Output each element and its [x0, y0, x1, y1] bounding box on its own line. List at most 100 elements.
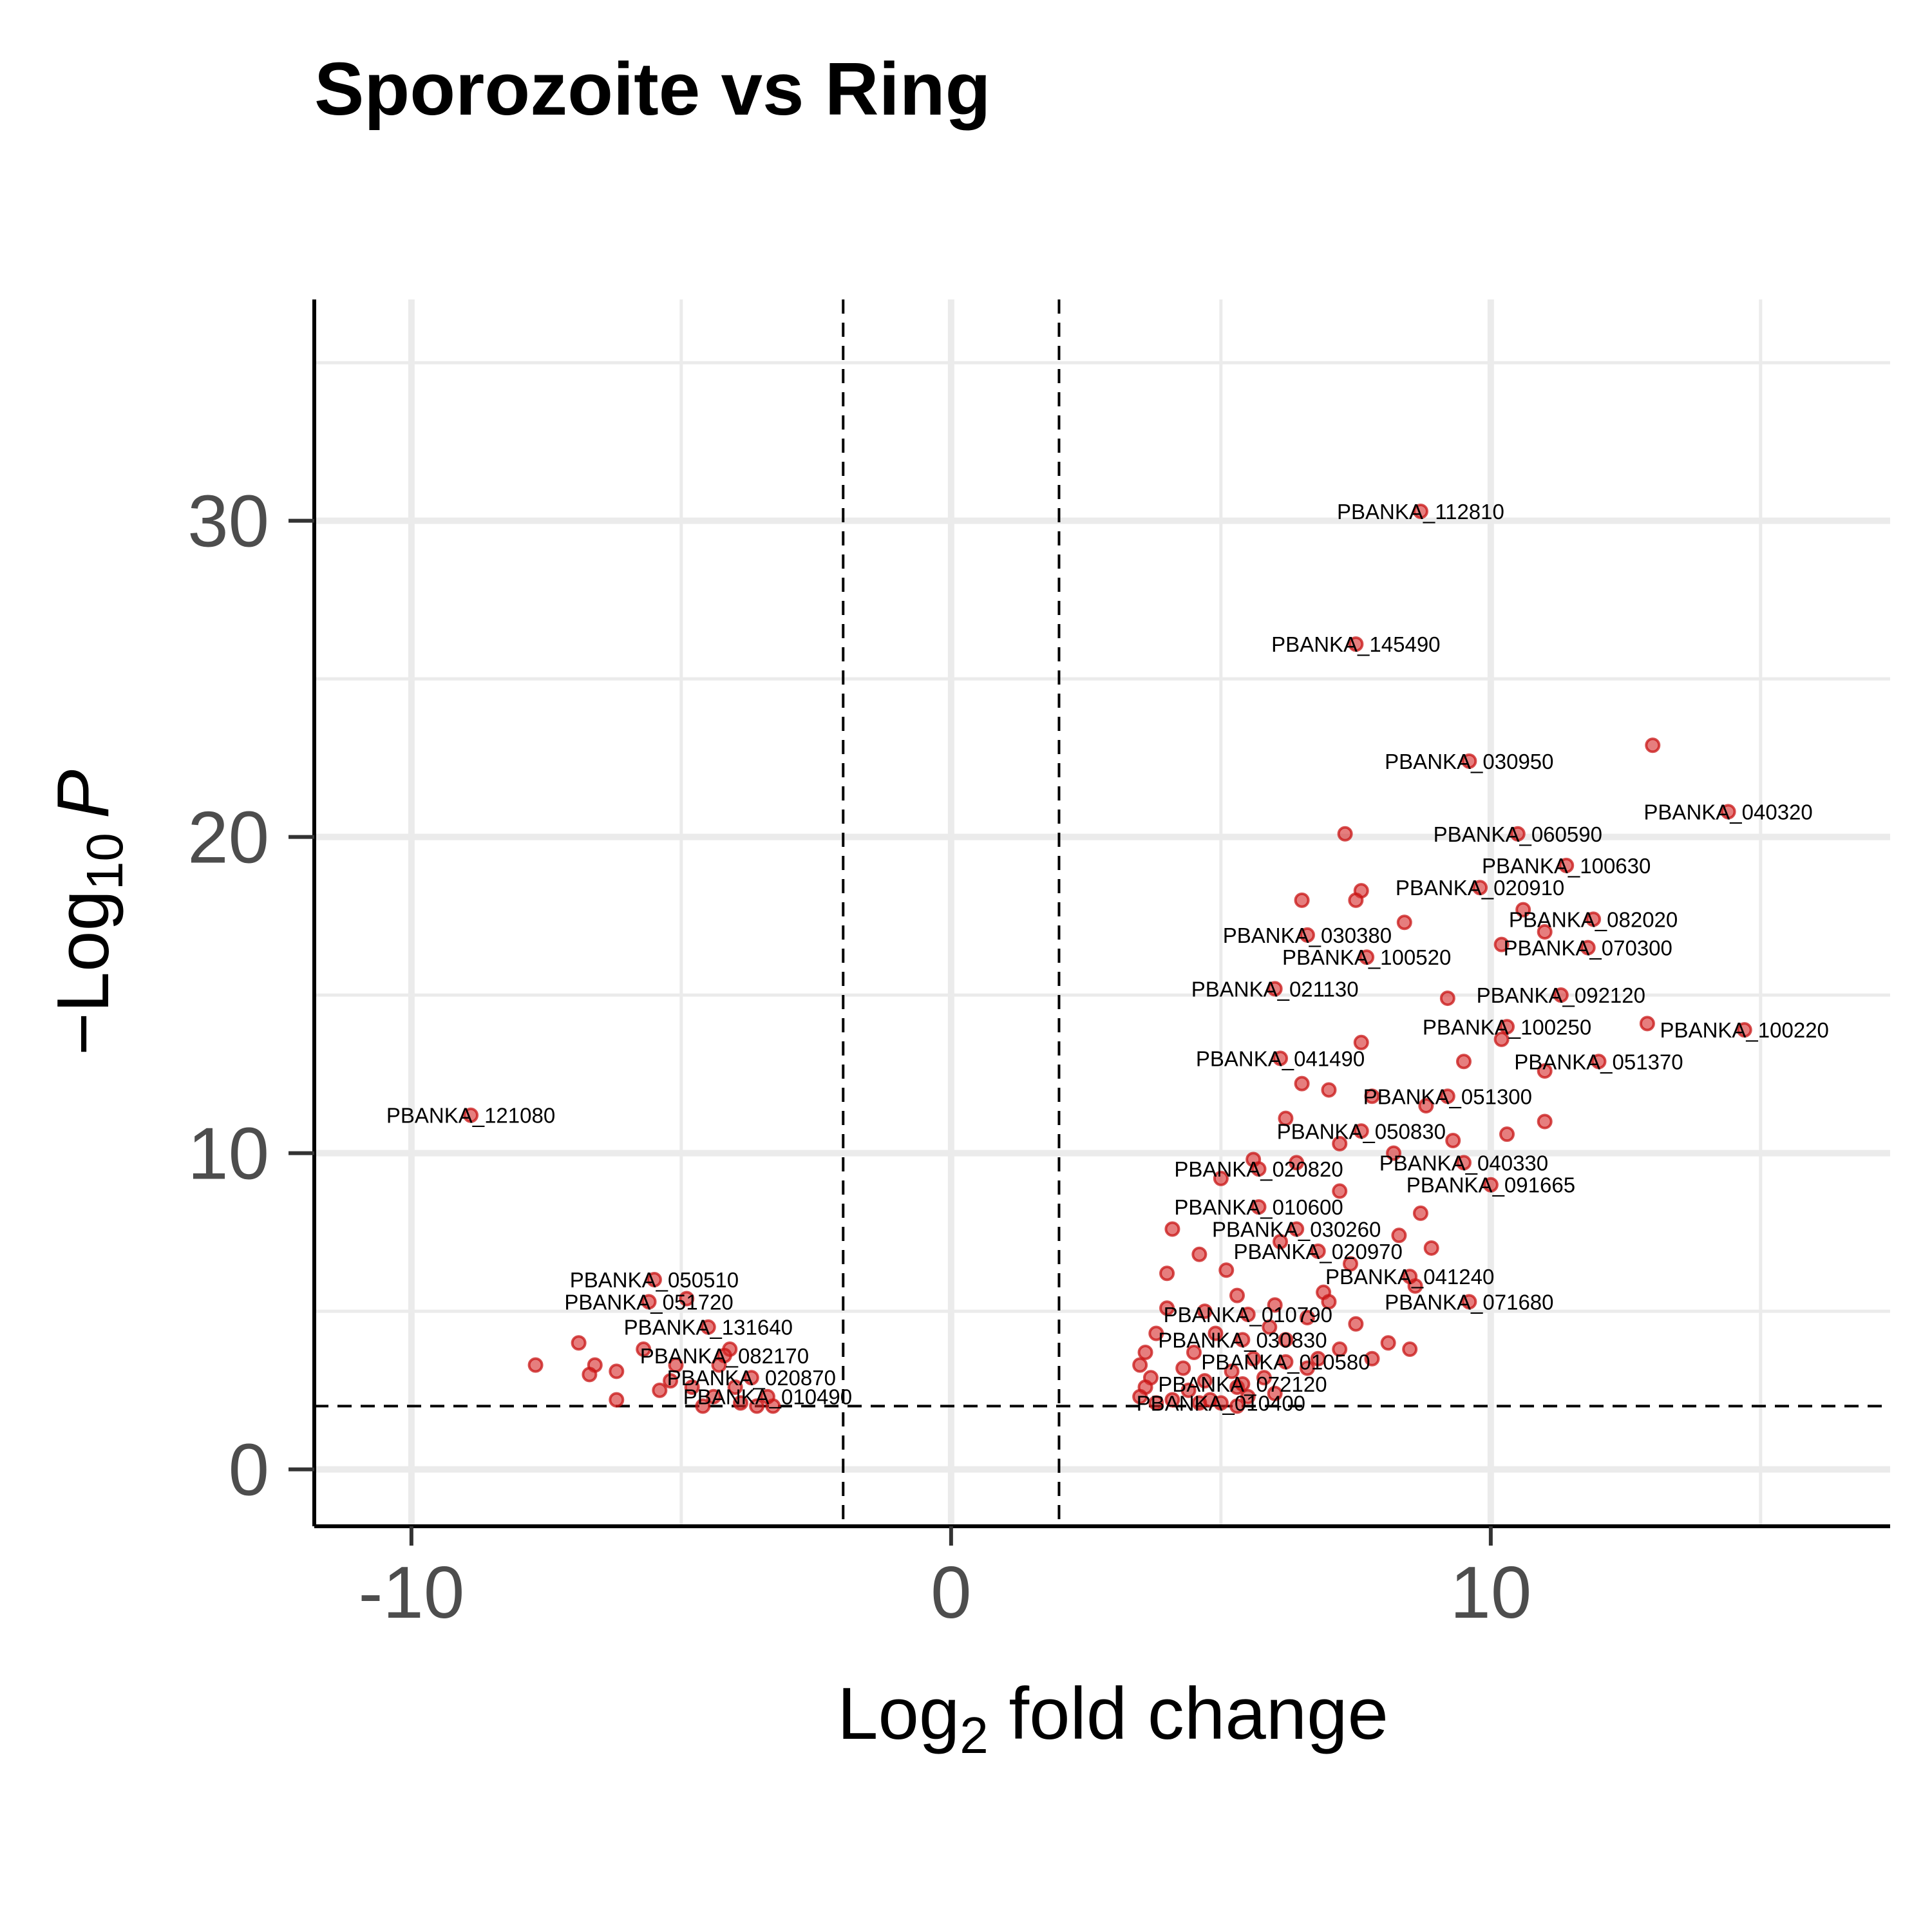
data-point — [1493, 1031, 1510, 1047]
data-point — [1164, 1221, 1180, 1237]
data-point — [1412, 1205, 1428, 1221]
labeled-data-point — [716, 1347, 732, 1363]
x-axis-title: Log2 fold change — [837, 1673, 1388, 1764]
labeled-data-point — [463, 1107, 479, 1123]
data-point — [733, 1395, 749, 1411]
data-point — [1423, 1240, 1439, 1256]
data-point — [1208, 1325, 1224, 1341]
data-point — [652, 1382, 668, 1398]
labeled-data-point — [1251, 1199, 1267, 1215]
point-label: PBANKA_051720 — [564, 1290, 733, 1314]
point-label: PBANKA_091665 — [1406, 1173, 1575, 1197]
labeled-data-point — [641, 1294, 657, 1310]
labeled-data-point — [1591, 1054, 1607, 1070]
data-point — [1175, 1360, 1191, 1376]
data-point — [695, 1398, 711, 1414]
data-point — [1186, 1344, 1202, 1360]
labeled-data-point — [1235, 1376, 1251, 1392]
labeled-data-point — [1402, 1269, 1418, 1285]
point-label: PBANKA_010580 — [1201, 1350, 1370, 1374]
data-point — [1332, 1183, 1348, 1199]
axis-ticks: -10 0 10 0 10 20 30 — [187, 481, 1531, 1634]
data-point — [1197, 1373, 1213, 1389]
point-label: PBANKA_020970 — [1234, 1240, 1403, 1264]
data-point — [1380, 1335, 1396, 1351]
labeled-data-point — [1586, 911, 1602, 927]
data-point — [1294, 892, 1310, 908]
point-label: PBANKA_112810 — [1337, 500, 1504, 524]
labeled-data-point — [1412, 503, 1428, 519]
point-label: PBANKA_030260 — [1212, 1217, 1381, 1241]
data-point — [1493, 936, 1510, 952]
data-point — [1148, 1325, 1164, 1341]
labeled-data-point — [1461, 753, 1477, 769]
point-label: PBANKA_030830 — [1158, 1328, 1327, 1352]
x-tick-label: 10 — [1450, 1552, 1531, 1634]
data-point — [706, 1388, 722, 1405]
y-tick-label: 10 — [187, 1113, 269, 1195]
data-point — [1396, 914, 1412, 931]
point-label: PBANKA_051300 — [1363, 1084, 1532, 1108]
data-point — [727, 1379, 743, 1395]
point-label: PBANKA_020870 — [667, 1366, 836, 1390]
point-label: PBANKA_060590 — [1434, 822, 1602, 846]
labeled-data-point — [1299, 927, 1315, 943]
threshold-lines — [314, 299, 1890, 1526]
labeled-data-point — [1461, 1294, 1477, 1310]
labeled-data-point — [1720, 804, 1736, 820]
data-point — [1267, 1385, 1283, 1401]
data-point — [1229, 1287, 1245, 1303]
chart-title: Sporozoite vs Ring — [314, 47, 991, 131]
x-tick-label: -10 — [358, 1552, 464, 1634]
point-label: PBANKA_040320 — [1643, 800, 1812, 824]
data-point — [609, 1363, 625, 1379]
labeled-data-point — [646, 1272, 662, 1288]
data-point — [1289, 1155, 1305, 1171]
data-point — [1164, 1392, 1180, 1408]
y-tick-label: 20 — [187, 797, 269, 879]
data-point — [609, 1392, 625, 1408]
data-point — [1391, 1227, 1407, 1244]
point-label: PBANKA_050830 — [1277, 1119, 1446, 1143]
labeled-data-point — [1553, 987, 1569, 1003]
data-point — [1537, 923, 1553, 940]
point-label: PBANKA_050510 — [570, 1268, 739, 1292]
data-point — [1197, 1303, 1213, 1320]
point-labels: PBANKA_112810 PBANKA_145490 PBANKA_030950 P… — [386, 500, 1829, 1416]
data-point — [1645, 737, 1661, 753]
data-point — [1191, 1395, 1208, 1411]
point-label: PBANKA_100220 — [1660, 1018, 1829, 1042]
y-tick-label: 0 — [229, 1430, 269, 1511]
labeled-data-point — [1359, 949, 1375, 965]
data-point — [1299, 1309, 1315, 1325]
data-point — [1537, 1113, 1553, 1130]
labeled-data-point — [1499, 1019, 1515, 1035]
point-label: PBANKA_010400 — [1137, 1392, 1305, 1416]
labeled-data-point — [1273, 1050, 1289, 1066]
data-point — [1267, 1297, 1283, 1313]
labeled-data-point — [700, 1319, 716, 1335]
labeled-data-point — [1455, 1155, 1472, 1171]
point-label: PBANKA_040330 — [1379, 1151, 1548, 1175]
data-point — [1418, 1097, 1434, 1113]
data-point — [684, 1379, 700, 1395]
data-point — [1137, 1344, 1153, 1360]
data-point — [527, 1357, 544, 1373]
point-label: PBANKA_100250 — [1423, 1015, 1591, 1039]
data-point — [1159, 1300, 1175, 1316]
data-point — [1321, 1294, 1337, 1310]
point-label: PBANKA_070300 — [1504, 936, 1672, 960]
data-point — [1402, 1341, 1418, 1358]
labeled-data-point — [1240, 1307, 1256, 1323]
data-point — [1364, 1088, 1380, 1104]
labeled-data-point — [1482, 1177, 1499, 1193]
data-point — [1245, 1350, 1262, 1367]
data-point — [1299, 1360, 1315, 1376]
data-point — [1455, 1054, 1472, 1070]
data-point — [1256, 1370, 1272, 1386]
data-point — [1348, 892, 1364, 908]
data-point — [1445, 1133, 1461, 1149]
data-points — [463, 503, 1752, 1414]
labeled-data-point — [1278, 1354, 1294, 1370]
